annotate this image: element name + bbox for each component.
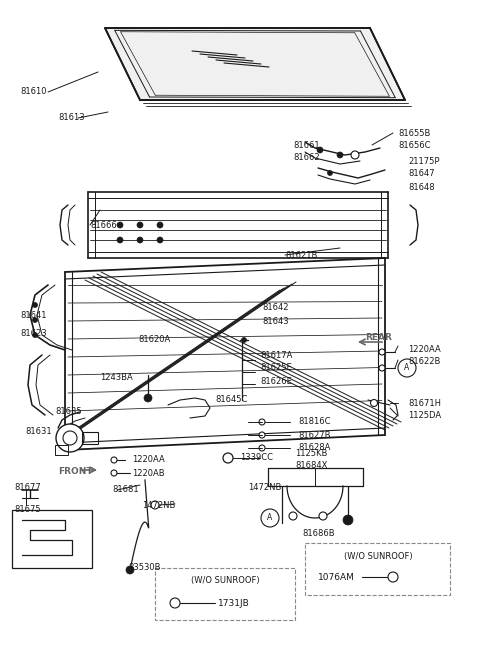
Text: 81622B: 81622B (408, 358, 440, 367)
Text: 81816C: 81816C (298, 417, 331, 426)
Circle shape (111, 457, 117, 463)
Text: FRONT: FRONT (58, 468, 93, 476)
Circle shape (157, 222, 163, 228)
Text: 81675: 81675 (14, 506, 41, 514)
Text: 81641: 81641 (20, 310, 47, 320)
Circle shape (137, 237, 143, 243)
Circle shape (241, 337, 247, 343)
Circle shape (111, 470, 117, 476)
Circle shape (33, 303, 37, 307)
Text: 1243BA: 1243BA (100, 373, 133, 383)
Circle shape (63, 431, 77, 445)
Text: 81635: 81635 (55, 407, 82, 417)
Text: 1731JB: 1731JB (218, 599, 250, 607)
Text: 81662: 81662 (293, 153, 320, 162)
Text: 81655B: 81655B (398, 128, 431, 138)
Circle shape (289, 512, 297, 520)
Text: 1220AA: 1220AA (132, 455, 165, 464)
Text: 81642: 81642 (262, 303, 288, 312)
Circle shape (259, 419, 265, 425)
Circle shape (379, 365, 385, 371)
Text: 81643: 81643 (262, 316, 288, 326)
Circle shape (259, 445, 265, 451)
Bar (155, 568, 295, 620)
Text: 81656C: 81656C (398, 141, 431, 151)
Circle shape (259, 432, 265, 438)
Text: 81645C: 81645C (215, 396, 247, 405)
Text: 1076AM: 1076AM (318, 572, 355, 582)
Circle shape (351, 151, 359, 159)
Bar (305, 543, 450, 595)
Text: 81648: 81648 (408, 183, 434, 191)
Text: 81626E: 81626E (260, 377, 292, 386)
Circle shape (157, 237, 163, 243)
Polygon shape (105, 28, 405, 100)
Text: A: A (267, 514, 273, 523)
Text: 81661: 81661 (293, 141, 320, 149)
Text: 1339CC: 1339CC (240, 453, 273, 462)
Text: REAR: REAR (365, 333, 392, 343)
Text: 81647: 81647 (408, 170, 434, 179)
Text: 1125KB: 1125KB (295, 449, 327, 457)
Text: 81627B: 81627B (298, 430, 331, 440)
Text: (W/O SUNROOF): (W/O SUNROOF) (191, 576, 259, 584)
Circle shape (388, 572, 398, 582)
Circle shape (371, 400, 377, 407)
Circle shape (343, 515, 353, 525)
Circle shape (137, 222, 143, 228)
Circle shape (33, 318, 37, 322)
Circle shape (261, 509, 279, 527)
Text: 81617A: 81617A (260, 350, 292, 360)
Text: 81671H: 81671H (408, 398, 441, 407)
Text: 81677: 81677 (14, 483, 41, 491)
Text: 81625E: 81625E (260, 364, 292, 373)
Text: A: A (404, 364, 409, 373)
Text: 1472NB: 1472NB (142, 500, 175, 510)
Circle shape (398, 359, 416, 377)
Text: 81621B: 81621B (285, 250, 317, 259)
Text: (W/O SUNROOF): (W/O SUNROOF) (344, 552, 412, 561)
Circle shape (117, 222, 123, 228)
Text: 81681: 81681 (112, 485, 139, 495)
Text: 81631: 81631 (25, 428, 52, 436)
Circle shape (56, 424, 84, 452)
Circle shape (223, 453, 233, 463)
Circle shape (337, 152, 343, 158)
Text: 81610: 81610 (20, 88, 47, 96)
Text: 21175P: 21175P (408, 157, 440, 166)
Circle shape (126, 566, 134, 574)
Text: 81628A: 81628A (298, 443, 330, 453)
Text: 1472NB: 1472NB (248, 483, 281, 491)
Circle shape (319, 512, 327, 520)
Circle shape (379, 349, 385, 355)
Text: 81684X: 81684X (295, 462, 327, 470)
Circle shape (317, 147, 323, 153)
Text: 1125DA: 1125DA (408, 411, 441, 421)
Text: 1220AA: 1220AA (408, 345, 441, 354)
Text: 81623: 81623 (20, 329, 47, 337)
Bar (12, 510, 92, 568)
Text: 81666: 81666 (90, 221, 117, 229)
Circle shape (33, 333, 37, 337)
Text: 81686B: 81686B (302, 529, 335, 538)
Circle shape (117, 237, 123, 243)
Circle shape (144, 394, 152, 402)
Text: 81613: 81613 (58, 113, 84, 122)
Circle shape (327, 170, 333, 176)
Text: 81620A: 81620A (138, 335, 170, 345)
Circle shape (170, 598, 180, 608)
Circle shape (151, 501, 159, 509)
Text: 1220AB: 1220AB (132, 468, 165, 477)
Text: 83530B: 83530B (128, 563, 160, 572)
